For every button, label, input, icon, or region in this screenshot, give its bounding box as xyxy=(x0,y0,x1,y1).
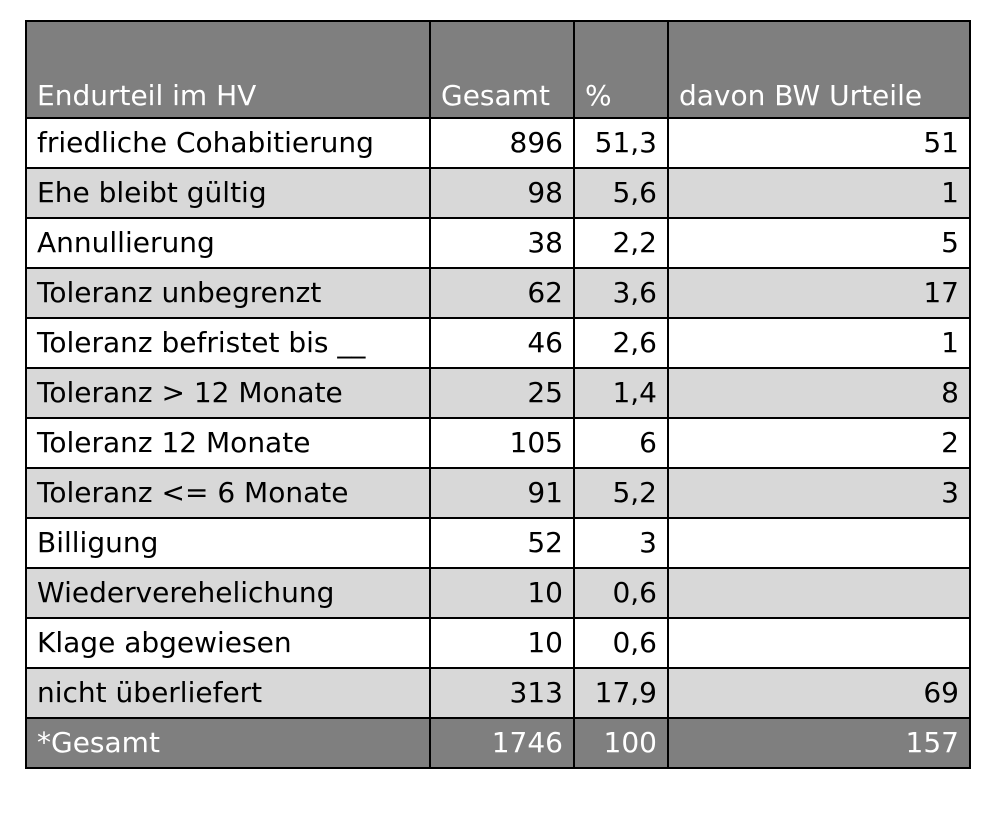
table-row: Ehe bleibt gültig 98 5,6 1 xyxy=(25,167,971,219)
table-row: Toleranz unbegrenzt 62 3,6 17 xyxy=(25,267,971,319)
table-row: nicht überliefert 313 17,9 69 xyxy=(25,667,971,719)
total-percent: 100 xyxy=(573,717,669,769)
row-label: Annullierung xyxy=(25,217,431,269)
row-gesamt: 105 xyxy=(429,417,575,469)
row-label: nicht überliefert xyxy=(25,667,431,719)
row-gesamt: 10 xyxy=(429,617,575,669)
row-gesamt: 313 xyxy=(429,667,575,719)
row-gesamt: 91 xyxy=(429,467,575,519)
table-row: Annullierung 38 2,2 5 xyxy=(25,217,971,269)
row-percent: 3 xyxy=(573,517,669,569)
row-percent: 51,3 xyxy=(573,117,669,169)
row-bw: 5 xyxy=(667,217,971,269)
row-bw xyxy=(667,517,971,569)
table-row: Toleranz 12 Monate 105 6 2 xyxy=(25,417,971,469)
total-label: *Gesamt xyxy=(25,717,431,769)
header-percent: % xyxy=(573,20,669,119)
table-row: Toleranz > 12 Monate 25 1,4 8 xyxy=(25,367,971,419)
row-label: Wiederverehelichung xyxy=(25,567,431,619)
row-gesamt: 896 xyxy=(429,117,575,169)
row-bw: 1 xyxy=(667,317,971,369)
header-gesamt: Gesamt xyxy=(429,20,575,119)
row-percent: 5,2 xyxy=(573,467,669,519)
row-label: Billigung xyxy=(25,517,431,569)
row-percent: 6 xyxy=(573,417,669,469)
row-percent: 17,9 xyxy=(573,667,669,719)
row-label: Toleranz befristet bis __ xyxy=(25,317,431,369)
row-bw: 8 xyxy=(667,367,971,419)
row-bw: 3 xyxy=(667,467,971,519)
row-percent: 1,4 xyxy=(573,367,669,419)
row-percent: 2,6 xyxy=(573,317,669,369)
row-label: Toleranz <= 6 Monate xyxy=(25,467,431,519)
row-gesamt: 10 xyxy=(429,567,575,619)
table-header: Endurteil im HV Gesamt % davon BW Urteil… xyxy=(25,20,971,119)
total-row: *Gesamt 1746 100 157 xyxy=(25,717,971,769)
row-percent: 0,6 xyxy=(573,567,669,619)
row-gesamt: 38 xyxy=(429,217,575,269)
row-label: Toleranz 12 Monate xyxy=(25,417,431,469)
row-label: Toleranz unbegrenzt xyxy=(25,267,431,319)
row-bw: 51 xyxy=(667,117,971,169)
table-body: friedliche Cohabitierung 896 51,3 51 Ehe ble… xyxy=(25,117,971,719)
row-bw: 69 xyxy=(667,667,971,719)
table-row: friedliche Cohabitierung 896 51,3 51 xyxy=(25,117,971,169)
header-row: Endurteil im HV Gesamt % davon BW Urteil… xyxy=(25,20,971,119)
row-percent: 0,6 xyxy=(573,617,669,669)
row-label: Klage abgewiesen xyxy=(25,617,431,669)
row-label: Ehe bleibt gültig xyxy=(25,167,431,219)
row-bw: 17 xyxy=(667,267,971,319)
row-label: Toleranz > 12 Monate xyxy=(25,367,431,419)
row-bw: 1 xyxy=(667,167,971,219)
row-label: friedliche Cohabitierung xyxy=(25,117,431,169)
table-frame: Endurteil im HV Gesamt % davon BW Urteil… xyxy=(25,20,971,769)
table-row: Wiederverehelichung 10 0,6 xyxy=(25,567,971,619)
table-row: Klage abgewiesen 10 0,6 xyxy=(25,617,971,669)
row-gesamt: 46 xyxy=(429,317,575,369)
table-footer: *Gesamt 1746 100 157 xyxy=(25,717,971,769)
table-row: Billigung 52 3 xyxy=(25,517,971,569)
row-bw: 2 xyxy=(667,417,971,469)
row-gesamt: 52 xyxy=(429,517,575,569)
table-row: Toleranz <= 6 Monate 91 5,2 3 xyxy=(25,467,971,519)
row-percent: 3,6 xyxy=(573,267,669,319)
row-bw xyxy=(667,617,971,669)
row-percent: 2,2 xyxy=(573,217,669,269)
total-bw: 157 xyxy=(667,717,971,769)
row-percent: 5,6 xyxy=(573,167,669,219)
header-endurteil: Endurteil im HV xyxy=(25,20,431,119)
table-row: Toleranz befristet bis __ 46 2,6 1 xyxy=(25,317,971,369)
row-gesamt: 62 xyxy=(429,267,575,319)
row-bw xyxy=(667,567,971,619)
total-gesamt: 1746 xyxy=(429,717,575,769)
verdict-table: Endurteil im HV Gesamt % davon BW Urteil… xyxy=(25,20,971,769)
row-gesamt: 25 xyxy=(429,367,575,419)
header-bw-urteile: davon BW Urteile xyxy=(667,20,971,119)
row-gesamt: 98 xyxy=(429,167,575,219)
